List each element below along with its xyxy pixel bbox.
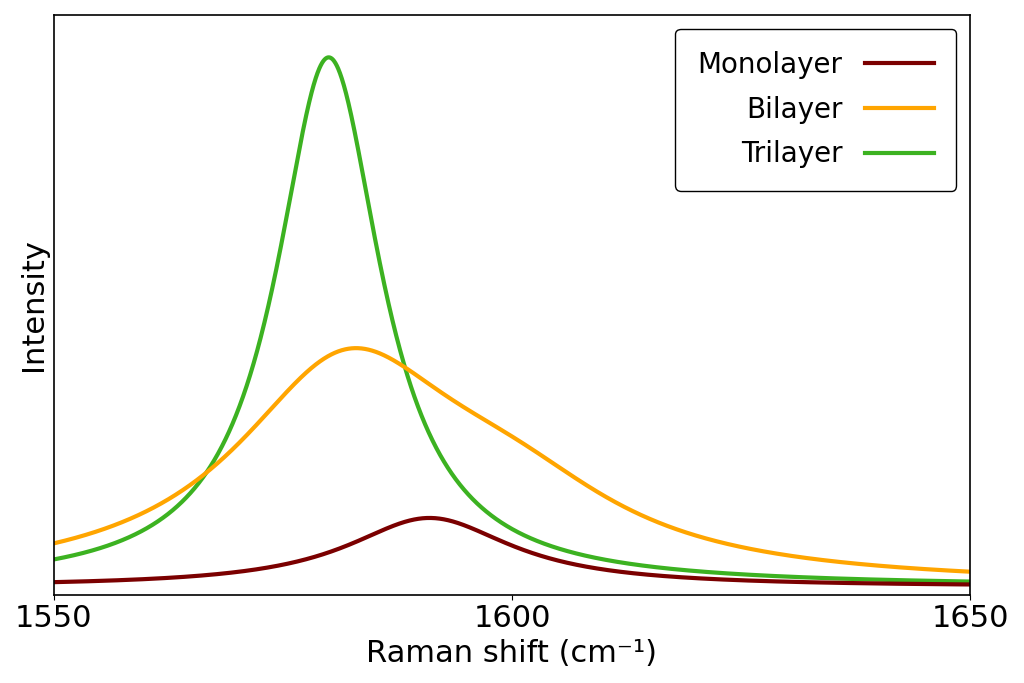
Line: Bilayer: Bilayer <box>8 348 1024 576</box>
Monolayer <box>122 576 134 584</box>
Trilayer <box>407 387 419 395</box>
Bilayer <box>407 368 419 376</box>
X-axis label: Raman shift (cm⁻¹): Raman shift (cm⁻¹) <box>367 639 657 668</box>
Bilayer <box>452 400 464 408</box>
Y-axis label: Intensity: Intensity <box>19 238 48 372</box>
Trilayer <box>452 478 464 486</box>
Bilayer <box>922 566 934 574</box>
Monolayer <box>452 519 464 527</box>
Bilayer <box>350 344 362 352</box>
Trilayer <box>922 576 934 585</box>
Bilayer <box>184 481 197 489</box>
Monolayer <box>424 514 436 522</box>
Monolayer <box>922 580 934 588</box>
Trilayer <box>323 53 335 61</box>
Monolayer <box>2 579 14 587</box>
Bilayer <box>2 548 14 557</box>
Monolayer <box>406 516 418 524</box>
Trilayer <box>184 488 197 497</box>
Trilayer <box>2 562 14 570</box>
Bilayer <box>122 516 134 524</box>
Legend: Monolayer, Bilayer, Trilayer: Monolayer, Bilayer, Trilayer <box>675 29 956 191</box>
Trilayer <box>122 533 134 542</box>
Monolayer <box>184 572 197 581</box>
Line: Trilayer: Trilayer <box>8 57 1024 583</box>
Line: Monolayer: Monolayer <box>8 518 1024 585</box>
